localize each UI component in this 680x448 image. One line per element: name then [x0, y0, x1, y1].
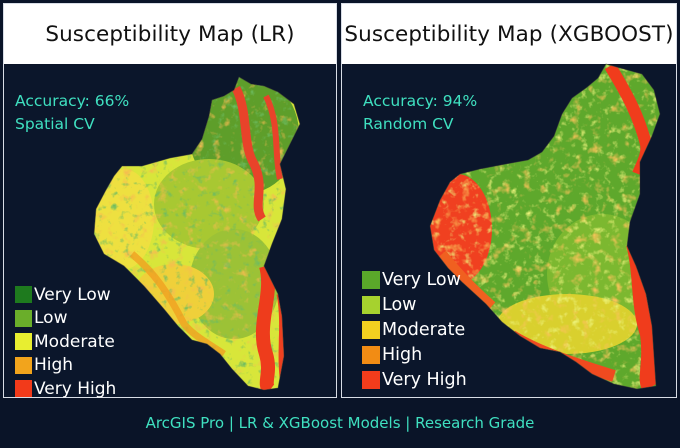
- legend-swatch: [15, 333, 32, 351]
- xgboost-map-panel: Susceptibility Map (XGBOOST): [341, 3, 677, 398]
- legend-label: High: [34, 355, 74, 376]
- lr-map-panel: Susceptibility Map (LR): [3, 3, 337, 401]
- legend-label: Moderate: [34, 331, 115, 352]
- legend-label: Very Low: [34, 284, 111, 305]
- legend-swatch: [15, 380, 32, 398]
- legend-label: High: [382, 344, 423, 365]
- legend-swatch: [362, 320, 380, 339]
- legend-item-high: High: [15, 354, 116, 378]
- footer-caption: ArcGIS Pro | LR & XGBoost Models | Resea…: [145, 414, 535, 432]
- legend-item-moderate: Moderate: [15, 330, 116, 354]
- legend-label: Moderate: [382, 319, 466, 340]
- legend-swatch: [15, 286, 32, 304]
- xgboost-validation-method: Random CV: [363, 115, 454, 133]
- xgboost-legend: Very Low Low Moderate High Very High: [362, 267, 467, 392]
- legend-item-high: High: [362, 342, 467, 367]
- lr-legend: Very Low Low Moderate High Very High: [15, 283, 116, 401]
- xgboost-susceptibility-map: [429, 63, 661, 390]
- xgboost-panel-title: Susceptibility Map (XGBOOST): [342, 4, 676, 65]
- lr-accuracy: Accuracy: 66%: [15, 92, 130, 110]
- lr-panel-title: Susceptibility Map (LR): [4, 4, 336, 65]
- legend-swatch: [362, 345, 380, 364]
- legend-label: Low: [382, 294, 417, 315]
- legend-label: Low: [34, 308, 68, 329]
- lr-validation-method: Spatial CV: [15, 115, 95, 133]
- legend-item-very-high: Very High: [15, 377, 116, 401]
- xgboost-accuracy: Accuracy: 94%: [363, 92, 478, 110]
- legend-swatch: [362, 370, 380, 389]
- legend-label: Very High: [382, 369, 467, 390]
- legend-swatch: [362, 270, 380, 289]
- legend-label: Very High: [34, 378, 117, 399]
- legend-item-moderate: Moderate: [362, 317, 467, 342]
- legend-swatch: [15, 309, 32, 327]
- legend-item-low: Low: [362, 292, 467, 317]
- legend-label: Very Low: [382, 269, 461, 290]
- legend-item-very-low: Very Low: [15, 283, 116, 307]
- legend-item-very-high: Very High: [362, 367, 467, 392]
- legend-swatch: [15, 356, 32, 374]
- legend-item-low: Low: [15, 307, 116, 331]
- lr-map-surface: [94, 77, 300, 390]
- legend-swatch: [362, 295, 380, 314]
- legend-item-very-low: Very Low: [362, 267, 467, 292]
- lr-susceptibility-map: [93, 76, 301, 391]
